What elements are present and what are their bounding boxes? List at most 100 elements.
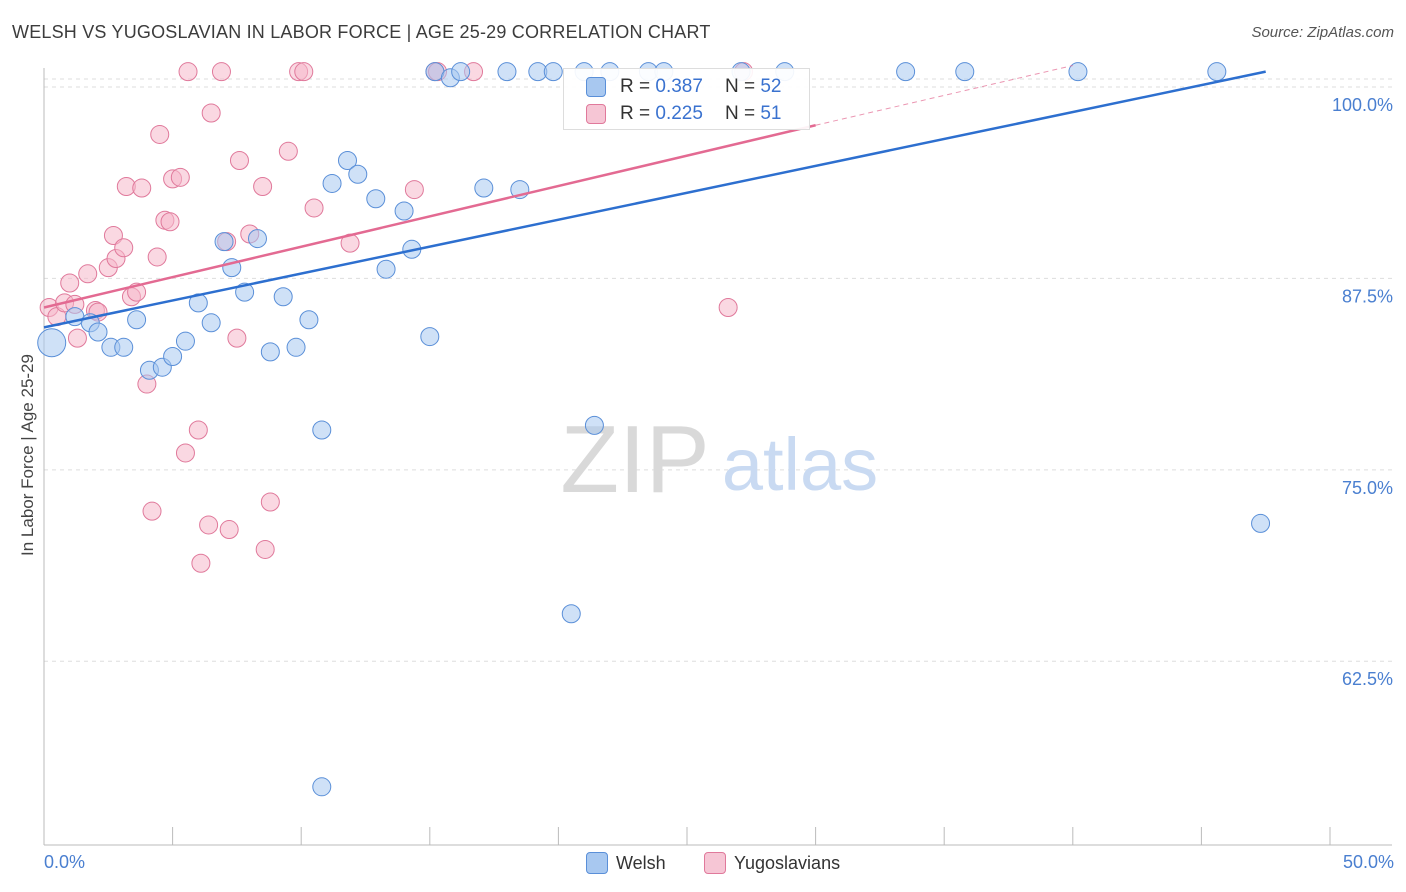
legend-swatch-welsh xyxy=(586,77,606,97)
y-tick-label: 87.5% xyxy=(1342,286,1393,306)
point-welsh xyxy=(896,62,916,82)
legend-n-value: 51 xyxy=(760,103,782,124)
y-tick-labels: 100.0% 87.5% 75.0% 62.5% xyxy=(1332,95,1393,689)
point-welsh xyxy=(312,420,332,440)
point-welsh xyxy=(127,310,147,330)
point-welsh xyxy=(214,232,234,252)
y-tick-label: 75.0% xyxy=(1342,478,1393,498)
point-welsh xyxy=(337,150,357,170)
point-welsh xyxy=(376,259,396,279)
point-welsh xyxy=(286,337,306,357)
legend-n-label: N = xyxy=(724,103,756,124)
point-yugoslavians xyxy=(255,539,275,559)
legend-label-yugoslavians: Yugoslavians xyxy=(734,852,841,873)
point-welsh xyxy=(1068,62,1088,82)
point-welsh xyxy=(1207,62,1227,82)
trend-extension-yugoslavians xyxy=(815,65,1073,126)
point-welsh xyxy=(584,415,604,435)
point-yugoslavians xyxy=(278,141,298,161)
point-welsh xyxy=(474,178,494,198)
point-welsh xyxy=(1251,513,1271,533)
point-welsh xyxy=(163,346,183,366)
stats-legend: R = 0.387 N = 52 R = 0.225 N = 51 xyxy=(563,68,810,130)
point-yugoslavians xyxy=(78,264,98,284)
point-yugoslavians xyxy=(60,273,80,293)
source-label: Source: ZipAtlas.com xyxy=(1251,24,1394,41)
point-welsh xyxy=(312,777,332,797)
legend-label-welsh: Welsh xyxy=(616,852,666,873)
point-welsh xyxy=(114,337,134,357)
point-yugoslavians xyxy=(229,150,249,170)
point-yugoslavians xyxy=(191,553,211,573)
point-yugoslavians xyxy=(170,167,190,187)
legend-swatch-yugoslavians xyxy=(586,104,606,124)
point-welsh xyxy=(37,328,67,358)
point-yugoslavians xyxy=(67,328,87,348)
watermark-zip: ZIP xyxy=(560,406,709,513)
legend-swatch-yugoslavians xyxy=(704,852,726,874)
series-legend: Welsh Yugoslavians xyxy=(0,852,1406,878)
point-yugoslavians xyxy=(160,212,180,232)
point-yugoslavians xyxy=(142,501,162,521)
point-yugoslavians xyxy=(175,443,195,463)
point-welsh xyxy=(260,342,280,362)
legend-r-label: R = xyxy=(620,103,651,124)
point-welsh xyxy=(366,189,386,209)
legend-r-value: 0.387 xyxy=(655,76,703,97)
point-yugoslavians xyxy=(294,62,314,82)
point-yugoslavians xyxy=(219,520,239,540)
point-welsh xyxy=(273,287,293,307)
trend-line-welsh xyxy=(43,70,1266,329)
point-welsh xyxy=(955,62,975,82)
trend-line-yugoslavians xyxy=(43,124,816,309)
legend-row-yugoslavians: R = 0.225 N = 51 xyxy=(586,101,781,127)
legend-r-value: 0.225 xyxy=(655,103,703,124)
point-welsh xyxy=(175,331,195,351)
x-tick-max: 50.0% xyxy=(1342,852,1394,872)
point-welsh xyxy=(299,310,319,330)
point-welsh xyxy=(420,327,440,347)
point-yugoslavians xyxy=(150,124,170,144)
point-welsh xyxy=(348,164,368,184)
point-yugoslavians xyxy=(201,103,221,123)
legend-n-label: N = xyxy=(724,76,756,97)
legend-n-value: 52 xyxy=(760,76,782,97)
legend-row-welsh: R = 0.387 N = 52 xyxy=(586,74,781,100)
point-welsh xyxy=(247,229,267,249)
point-welsh xyxy=(322,173,342,193)
point-welsh xyxy=(497,62,517,82)
point-yugoslavians xyxy=(103,226,123,246)
y-tick-label: 62.5% xyxy=(1342,669,1393,689)
point-welsh xyxy=(561,604,581,624)
legend-item-yugoslavians[interactable]: Yugoslavians xyxy=(704,852,840,874)
series-yugoslavians xyxy=(39,62,754,573)
point-yugoslavians xyxy=(178,62,198,82)
legend-swatch-welsh xyxy=(586,852,608,874)
point-yugoslavians xyxy=(199,515,219,535)
point-yugoslavians xyxy=(260,492,280,512)
x-tick-min: 0.0% xyxy=(44,852,86,872)
point-welsh xyxy=(394,201,414,221)
point-yugoslavians xyxy=(404,180,424,200)
trend-lines xyxy=(43,65,1266,329)
point-welsh xyxy=(88,322,108,342)
watermark: ZIP atlas xyxy=(560,406,878,513)
point-yugoslavians xyxy=(132,178,152,198)
point-welsh xyxy=(543,62,563,82)
point-yugoslavians xyxy=(718,297,738,317)
y-tick-label: 100.0% xyxy=(1332,95,1393,115)
point-yugoslavians xyxy=(147,247,167,267)
axes xyxy=(43,68,1392,846)
point-welsh xyxy=(201,313,221,333)
point-yugoslavians xyxy=(188,420,208,440)
point-welsh xyxy=(235,282,255,302)
legend-r-label: R = xyxy=(620,76,651,97)
point-welsh xyxy=(451,62,471,82)
watermark-atlas: atlas xyxy=(722,423,878,506)
point-yugoslavians xyxy=(211,62,231,82)
point-yugoslavians xyxy=(253,177,273,197)
point-yugoslavians xyxy=(114,238,134,258)
point-yugoslavians xyxy=(227,328,247,348)
legend-item-welsh[interactable]: Welsh xyxy=(586,852,666,874)
